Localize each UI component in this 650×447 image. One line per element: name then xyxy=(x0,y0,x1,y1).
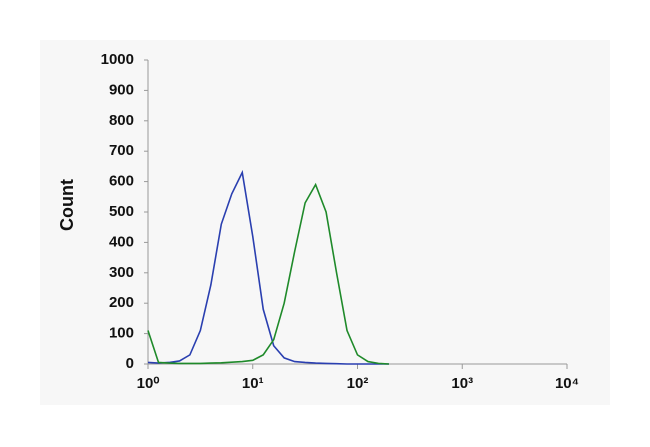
x-tick-label: 10⁰ xyxy=(137,375,160,392)
histogram-line xyxy=(147,182,389,365)
x-tick-label: 10¹ xyxy=(242,375,264,392)
y-tick-label: 1000 xyxy=(101,51,134,68)
x-tick-label: 10⁴ xyxy=(555,375,579,392)
histogram-line xyxy=(147,169,389,365)
y-tick-label: 500 xyxy=(109,203,134,220)
y-tick-label: 300 xyxy=(109,264,134,281)
y-tick-label: 200 xyxy=(109,294,134,311)
y-tick-label: 900 xyxy=(109,81,134,98)
y-tick-label: 400 xyxy=(109,233,134,250)
panel xyxy=(40,40,610,405)
y-tick-label: 0 xyxy=(126,355,134,372)
y-tick-label: 800 xyxy=(109,112,134,129)
y-axis-label: Count xyxy=(57,179,77,231)
y-tick-label: 600 xyxy=(109,173,134,190)
x-tick-label: 10³ xyxy=(451,375,473,392)
y-tick-label: 700 xyxy=(109,142,134,159)
x-tick-label: 10² xyxy=(347,375,369,392)
y-tick-label: 100 xyxy=(109,325,134,342)
